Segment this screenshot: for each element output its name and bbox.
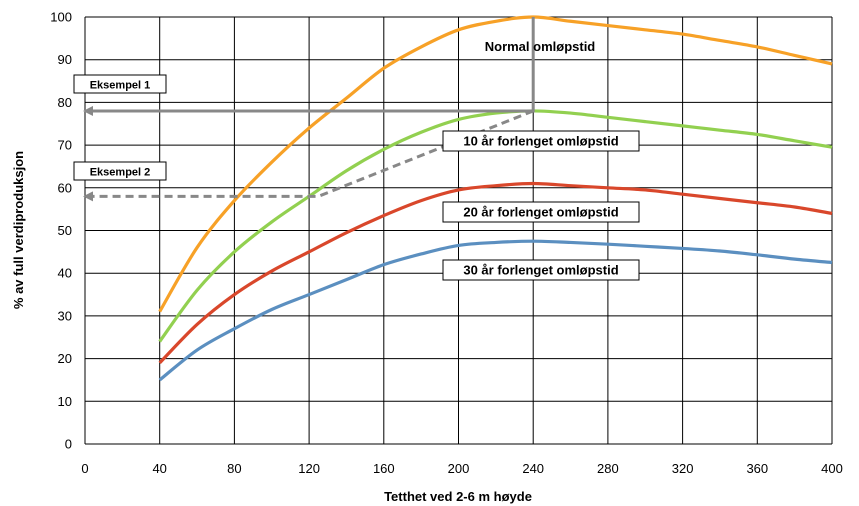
y-tick-label: 90 [58,52,72,67]
x-tick-label: 360 [746,461,768,476]
y-tick-label: 10 [58,394,72,409]
y-axis-title: % av full verdiproduksjon [11,151,26,309]
y-tick-label: 0 [65,437,72,452]
series-line-10-r-forlenget-oml-pstid [158,109,833,343]
series-group [158,15,833,382]
y-tick-label: 30 [58,308,72,323]
series-label-30-ar-box [442,259,640,281]
x-tick-label: 0 [81,461,88,476]
series-label-10-ar-text: 10 år forlenget omløpstid [463,134,618,149]
x-axis-title: Tetthet ved 2-6 m høyde [384,489,532,504]
example-2-label-text: Eksempel 2 [90,167,151,179]
x-tick-label: 40 [152,461,166,476]
series-labels: Eksempel 1 Eksempel 2 Normal omløpstid 10 å… [73,39,640,281]
series-label-20-ar-box [442,201,640,223]
y-tick-label: 40 [58,266,72,281]
x-tick-labels: 0 40 80 120 160 200 240 280 320 360 400 [81,461,842,476]
x-tick-label: 240 [522,461,544,476]
x-tick-label: 120 [298,461,320,476]
y-tick-label: 100 [50,10,72,25]
gridlines [84,16,833,445]
y-tick-label: 70 [58,138,72,153]
y-tick-label: 80 [58,95,72,110]
series-label-10-ar-box [442,130,640,152]
y-tick-label: 60 [58,180,72,195]
series-line-30-r-forlenget-oml-pstid [158,239,833,382]
x-tick-label: 80 [227,461,241,476]
example-1-label-box [73,74,167,94]
y-tick-label: 50 [58,223,72,238]
y-tick-label: 20 [58,351,72,366]
series-line-20-r-forlenget-oml-pstid [158,181,833,364]
series-line-normal-oml-pstid [158,15,833,313]
annotations [83,17,535,202]
example-2-label-box [73,161,167,181]
y-tick-labels: 0 10 20 30 40 50 60 70 80 90 100 [50,10,72,452]
normal-omlopstid-label: Normal omløpstid [485,39,596,54]
series-label-30-ar-text: 30 år forlenget omløpstid [463,263,618,278]
x-tick-label: 400 [821,461,843,476]
x-tick-label: 200 [448,461,470,476]
series-label-20-ar-text: 20 år forlenget omløpstid [463,205,618,220]
x-tick-label: 280 [597,461,619,476]
x-tick-label: 320 [672,461,694,476]
x-tick-label: 160 [373,461,395,476]
example-1-label-text: Eksempel 1 [90,80,151,92]
